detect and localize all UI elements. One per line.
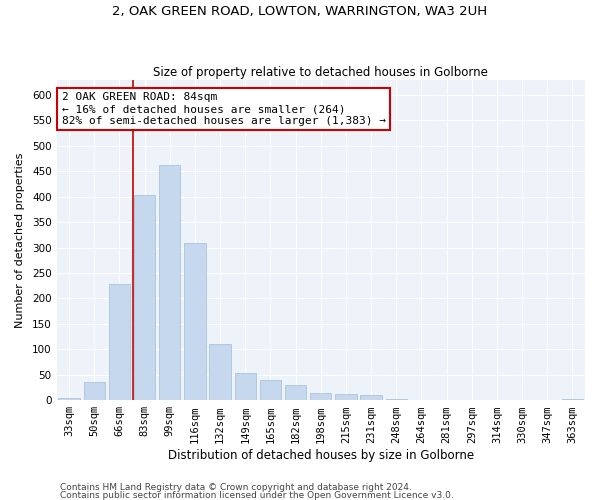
Bar <box>562 399 583 400</box>
Bar <box>209 344 231 400</box>
Bar <box>159 164 181 400</box>
Bar <box>184 244 206 400</box>
Bar <box>361 395 382 400</box>
X-axis label: Distribution of detached houses by size in Golborne: Distribution of detached houses by size … <box>168 450 474 462</box>
Bar <box>83 382 105 400</box>
Text: 2, OAK GREEN ROAD, LOWTON, WARRINGTON, WA3 2UH: 2, OAK GREEN ROAD, LOWTON, WARRINGTON, W… <box>112 5 488 18</box>
Text: 2 OAK GREEN ROAD: 84sqm
← 16% of detached houses are smaller (264)
82% of semi-d: 2 OAK GREEN ROAD: 84sqm ← 16% of detache… <box>62 92 386 126</box>
Bar <box>109 284 130 400</box>
Bar <box>310 392 331 400</box>
Text: Contains public sector information licensed under the Open Government Licence v3: Contains public sector information licen… <box>60 490 454 500</box>
Bar <box>235 372 256 400</box>
Text: Contains HM Land Registry data © Crown copyright and database right 2024.: Contains HM Land Registry data © Crown c… <box>60 484 412 492</box>
Bar <box>386 398 407 400</box>
Bar <box>335 394 356 400</box>
Y-axis label: Number of detached properties: Number of detached properties <box>15 152 25 328</box>
Bar <box>260 380 281 400</box>
Bar <box>285 385 307 400</box>
Bar <box>134 195 155 400</box>
Title: Size of property relative to detached houses in Golborne: Size of property relative to detached ho… <box>154 66 488 78</box>
Bar <box>58 398 80 400</box>
